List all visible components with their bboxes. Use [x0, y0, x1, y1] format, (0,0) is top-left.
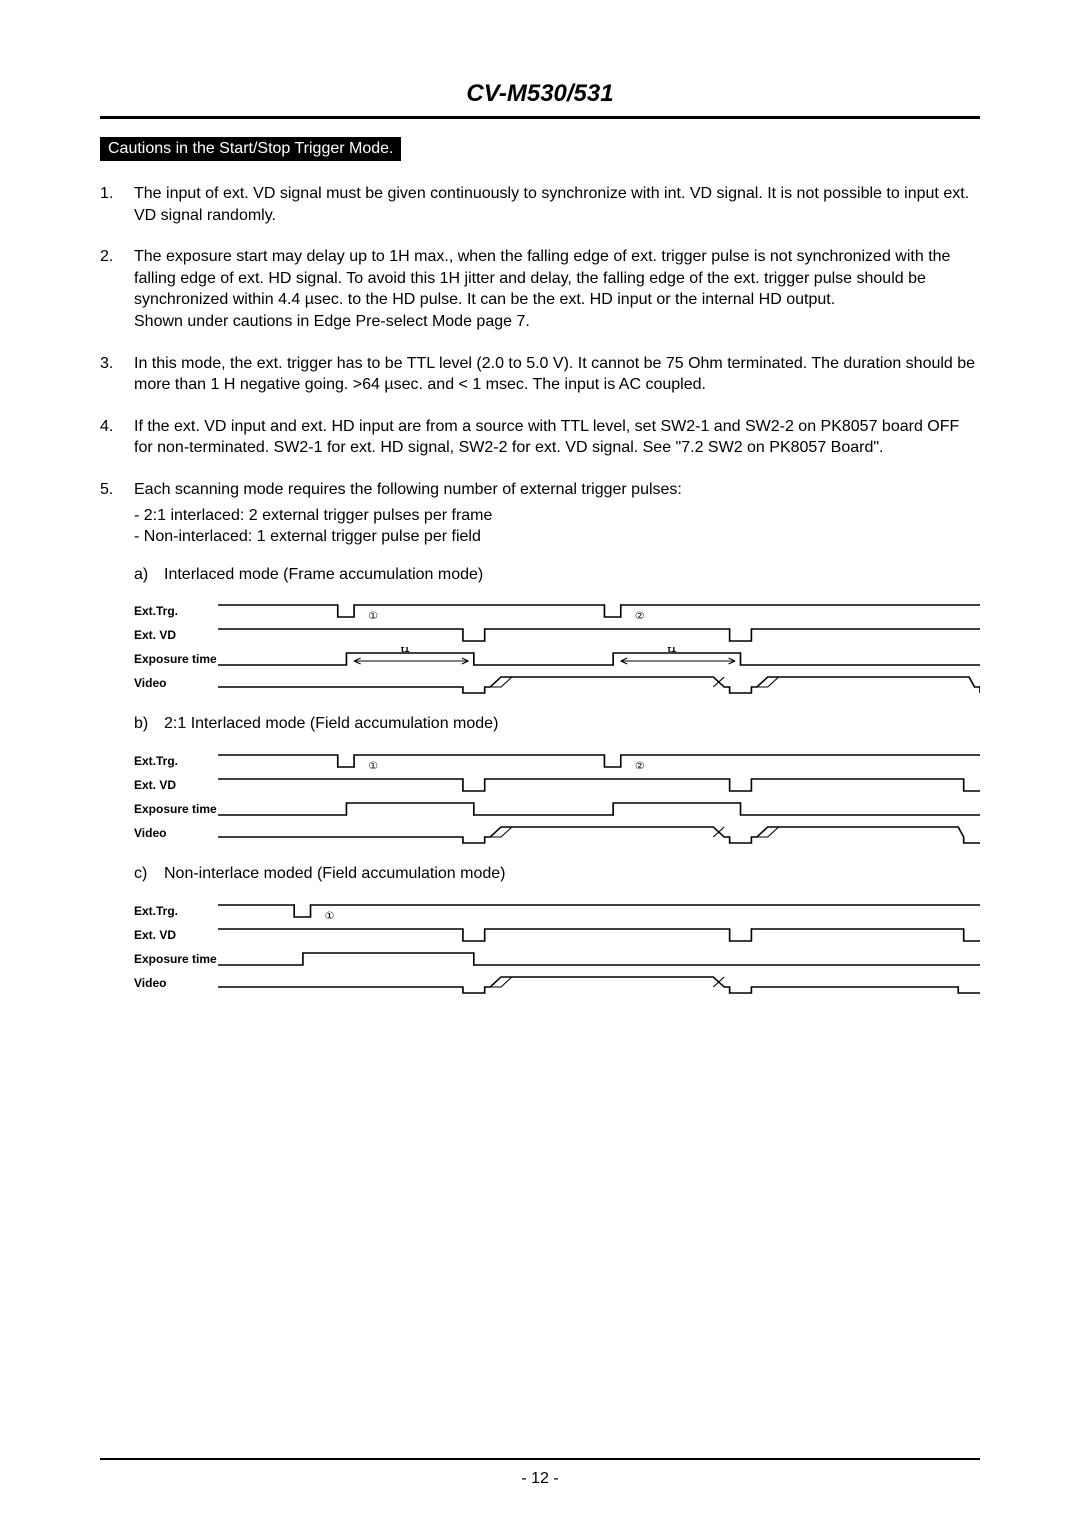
list-item: 3. In this mode, the ext. trigger has to…	[100, 353, 980, 396]
timing-diagram-b: Ext.Trg. ① ② Ext. VD E	[134, 749, 980, 845]
exposure-waveform: t1 t1	[218, 647, 980, 671]
dash-item: - 2:1 interlaced: 2 external trigger pul…	[134, 505, 980, 527]
item-text: The exposure start may delay up to 1H ma…	[134, 246, 980, 332]
signal-label: Ext.Trg.	[134, 755, 218, 767]
signal-label: Exposure time	[134, 803, 218, 815]
svg-text:①: ①	[368, 612, 378, 623]
svg-text:t1: t1	[401, 647, 410, 654]
signal-label: Exposure time	[134, 653, 218, 665]
caution-list: 1. The input of ext. VD signal must be g…	[100, 183, 980, 1013]
svg-text:①: ①	[368, 761, 378, 772]
signal-label: Ext.Trg.	[134, 605, 218, 617]
ext-vd-waveform	[218, 773, 980, 797]
signal-label: Video	[134, 677, 218, 689]
document-title: CV-M530/531	[100, 80, 980, 108]
sub-letter: a)	[134, 564, 164, 586]
signal-label: Ext.Trg.	[134, 905, 218, 917]
signal-label: Video	[134, 977, 218, 989]
signal-label: Video	[134, 827, 218, 839]
sub-letter: b)	[134, 713, 164, 735]
list-item: 1. The input of ext. VD signal must be g…	[100, 183, 980, 226]
sub-label: Interlaced mode (Frame accumulation mode…	[164, 564, 483, 586]
exposure-waveform	[218, 797, 980, 821]
ext-vd-waveform	[218, 923, 980, 947]
svg-text:t1: t1	[668, 647, 677, 654]
item-number: 4.	[100, 416, 134, 459]
svg-text:②: ②	[635, 761, 645, 772]
item-number: 1.	[100, 183, 134, 226]
item-number: 3.	[100, 353, 134, 396]
section-label: Cautions in the Start/Stop Trigger Mode.	[100, 137, 401, 161]
footer-rule	[100, 1458, 980, 1460]
item-text: The input of ext. VD signal must be give…	[134, 183, 980, 226]
list-item: 4. If the ext. VD input and ext. HD inpu…	[100, 416, 980, 459]
timing-diagram-a: Ext.Trg. ① ② Ext. VD	[134, 599, 980, 695]
list-item: 5. Each scanning mode requires the follo…	[100, 479, 980, 1013]
item-text: Each scanning mode requires the followin…	[134, 479, 980, 1013]
list-item: 2. The exposure start may delay up to 1H…	[100, 246, 980, 332]
timing-diagram-c: Ext.Trg. ① Ext. VD Exposure time	[134, 899, 980, 995]
sub-label: Non-interlace moded (Field accumulation …	[164, 863, 506, 885]
exposure-waveform	[218, 947, 980, 971]
page-number: - 12 -	[0, 1470, 1080, 1488]
ext-trg-waveform: ① ②	[218, 749, 980, 773]
ext-vd-waveform	[218, 623, 980, 647]
signal-label: Exposure time	[134, 953, 218, 965]
ext-trg-waveform: ① ②	[218, 599, 980, 623]
item-number: 2.	[100, 246, 134, 332]
item-text: In this mode, the ext. trigger has to be…	[134, 353, 980, 396]
sub-letter: c)	[134, 863, 164, 885]
dash-item: - Non-interlaced: 1 external trigger pul…	[134, 526, 980, 548]
sub-label: 2:1 Interlaced mode (Field accumulation …	[164, 713, 498, 735]
title-rule	[100, 116, 980, 119]
video-waveform	[218, 971, 980, 995]
svg-text:②: ②	[635, 612, 645, 623]
item-text: If the ext. VD input and ext. HD input a…	[134, 416, 980, 459]
signal-label: Ext. VD	[134, 629, 218, 641]
ext-trg-waveform: ①	[218, 899, 980, 923]
video-waveform	[218, 671, 980, 695]
svg-text:①: ①	[325, 911, 335, 922]
signal-label: Ext. VD	[134, 779, 218, 791]
page-footer: - 12 -	[0, 1458, 1080, 1488]
item-number: 5.	[100, 479, 134, 1013]
signal-label: Ext. VD	[134, 929, 218, 941]
video-waveform	[218, 821, 980, 845]
